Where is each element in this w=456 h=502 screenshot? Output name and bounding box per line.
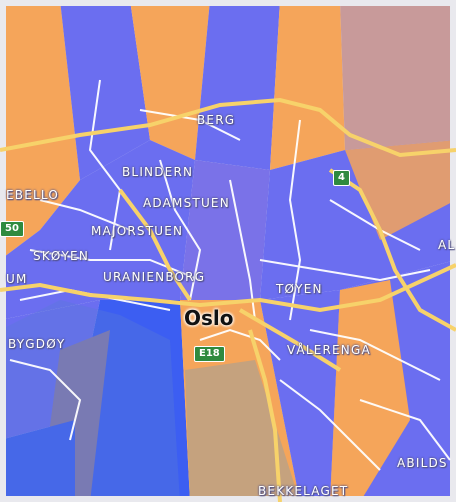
label-blindern: BLINDERN <box>122 165 194 179</box>
label-valerenga: VÅLERENGA <box>287 343 371 357</box>
label-toyen: TØYEN <box>276 282 323 296</box>
label-berg: BERG <box>197 113 236 127</box>
label-bygdoy: BYGDØY <box>8 337 66 351</box>
label-abilds: ABILDS <box>397 456 448 470</box>
label-uranienborg: URANIENBORG <box>103 270 206 284</box>
label-bekkelaget: BEKKELAGET <box>258 484 349 498</box>
city-label-oslo: Oslo <box>184 306 234 330</box>
label-um: UM <box>6 272 28 286</box>
road-shield-50: 50 <box>0 221 24 237</box>
label-adamstuen: ADAMSTUEN <box>143 196 230 210</box>
label-skoyen: SKØYEN <box>33 249 90 263</box>
road-shield-e18: E18 <box>194 346 225 362</box>
label-ebello: EBELLO <box>6 188 59 202</box>
label-al: AL <box>438 238 456 252</box>
road-shield-4: 4 <box>333 170 350 186</box>
label-majorstuen: MAJORSTUEN <box>91 224 184 238</box>
